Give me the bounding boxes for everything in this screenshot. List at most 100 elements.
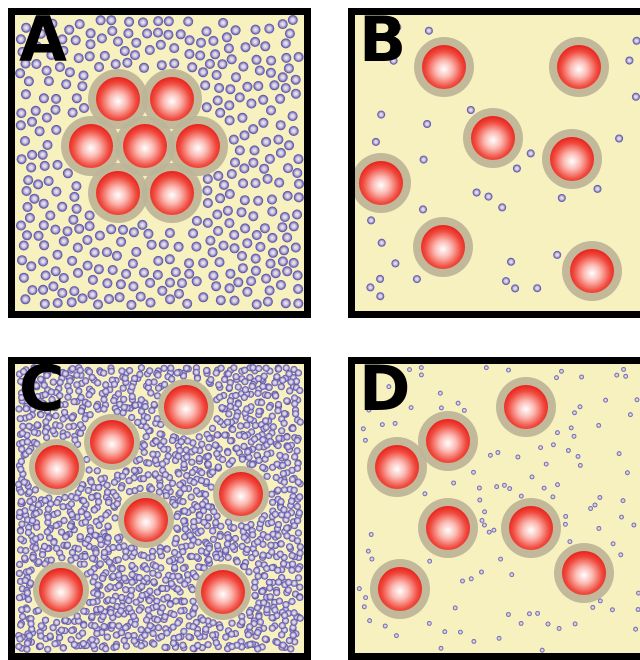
small-particle (195, 454, 203, 463)
small-particle (170, 611, 178, 619)
small-particle (389, 56, 398, 65)
small-particle (376, 402, 382, 408)
small-particle (274, 407, 282, 415)
small-particle (57, 626, 66, 634)
small-particle (253, 81, 264, 91)
small-particle (41, 560, 49, 568)
small-particle (68, 214, 79, 225)
small-particle (94, 379, 102, 387)
small-particle (245, 608, 253, 616)
small-particle (87, 289, 98, 300)
small-particle (52, 412, 60, 420)
small-particle (49, 624, 57, 632)
small-particle (67, 255, 78, 266)
small-particle (458, 629, 463, 635)
small-particle (496, 635, 502, 641)
small-particle (72, 494, 80, 502)
small-particle (38, 284, 49, 295)
small-particle (27, 285, 38, 296)
small-particle (146, 367, 154, 375)
small-particle (43, 407, 52, 415)
small-particle (205, 443, 213, 451)
small-particle (25, 422, 33, 430)
small-particle (197, 547, 205, 555)
small-particle (188, 468, 196, 477)
small-particle (115, 582, 123, 590)
small-particle (254, 572, 262, 580)
small-particle (223, 418, 232, 426)
small-particle (205, 235, 216, 246)
small-particle (107, 265, 118, 275)
small-particle (131, 246, 142, 257)
small-particle (233, 412, 241, 420)
small-particle (138, 17, 148, 28)
small-particle (130, 632, 138, 640)
small-particle (40, 270, 51, 281)
small-particle (273, 460, 281, 468)
small-particle (217, 522, 225, 530)
small-particle (210, 49, 221, 60)
small-particle (535, 611, 540, 616)
small-particle (287, 15, 298, 25)
small-particle (50, 538, 58, 546)
small-particle (224, 518, 233, 526)
small-particle (148, 485, 156, 493)
small-particle (94, 581, 102, 589)
small-particle (275, 434, 283, 442)
small-particle (494, 484, 500, 490)
small-particle (191, 604, 199, 612)
small-particle (262, 173, 273, 184)
small-particle (68, 413, 76, 421)
small-particle (205, 544, 213, 553)
small-particle (80, 621, 88, 629)
small-particle (128, 578, 136, 586)
small-particle (136, 370, 144, 378)
small-particle (234, 383, 242, 391)
small-particle (17, 46, 28, 57)
small-particle (119, 409, 127, 417)
small-particle (143, 574, 151, 582)
small-particle (616, 451, 622, 457)
small-particle (183, 16, 194, 27)
small-particle (79, 640, 87, 648)
large-particle (39, 568, 83, 612)
small-particle (187, 541, 195, 550)
small-particle (118, 224, 128, 235)
small-particle (17, 621, 25, 629)
small-particle (18, 272, 29, 283)
small-particle (66, 377, 74, 385)
large-particle (96, 77, 140, 121)
small-particle (106, 15, 117, 26)
small-particle (175, 470, 183, 478)
small-particle (439, 405, 444, 411)
small-particle (264, 285, 275, 296)
small-particle (113, 36, 123, 47)
small-particle (179, 498, 187, 506)
small-particle (202, 625, 210, 633)
small-particle (37, 149, 48, 160)
small-particle (233, 277, 244, 288)
small-particle (29, 193, 40, 204)
small-particle (193, 503, 201, 511)
small-particle (108, 565, 117, 573)
small-particle (118, 367, 126, 375)
small-particle (158, 604, 166, 612)
small-particle (293, 464, 302, 472)
small-particle (251, 549, 260, 558)
small-particle (292, 377, 301, 385)
small-particle (48, 281, 59, 292)
small-particle (392, 421, 398, 426)
small-particle (290, 609, 298, 617)
small-particle (69, 191, 80, 202)
small-particle (285, 370, 293, 378)
small-particle (182, 364, 191, 372)
small-particle (128, 561, 136, 570)
small-particle (224, 449, 232, 457)
small-particle (228, 134, 239, 145)
small-particle (84, 535, 92, 544)
small-particle (274, 531, 282, 540)
small-particle (34, 501, 43, 509)
small-particle (207, 247, 218, 258)
small-particle (41, 428, 49, 436)
small-particle (287, 378, 295, 386)
